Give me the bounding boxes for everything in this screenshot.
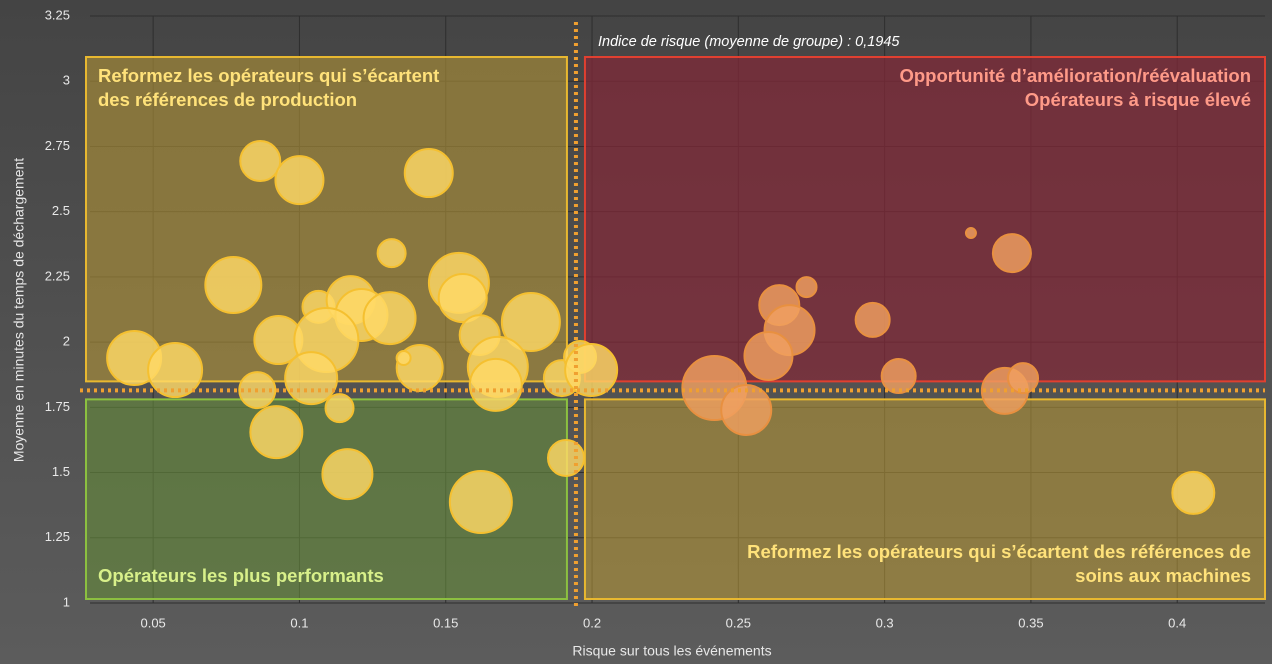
- y-tick-label: 3.25: [45, 7, 70, 22]
- x-tick-label: 0.35: [1018, 615, 1043, 630]
- quadrant-label: Opérateurs à risque élevé: [1025, 89, 1251, 110]
- bubble: [880, 358, 917, 395]
- bubble: [468, 357, 523, 412]
- bubble: [284, 351, 339, 406]
- bubble: [395, 350, 412, 367]
- quadrant-box: [583, 56, 1266, 383]
- x-tick-label: 0.1: [290, 615, 308, 630]
- bubble: [564, 343, 619, 398]
- x-tick-label: 0.2: [583, 615, 601, 630]
- bubble: [274, 155, 325, 206]
- bubble: [376, 238, 407, 269]
- bubble: [239, 140, 282, 183]
- bubble: [437, 273, 488, 324]
- bubble: [1007, 362, 1040, 395]
- annotation: Indice de risque (moyenne de groupe) : 0…: [598, 34, 900, 50]
- bubble: [249, 405, 304, 460]
- x-tick-label: 0.4: [1168, 615, 1186, 630]
- bubble: [403, 148, 454, 199]
- bubble: [324, 393, 355, 424]
- y-tick-label: 2.5: [52, 203, 70, 218]
- bubbles: [106, 140, 1216, 535]
- bubble: [720, 383, 773, 436]
- bubble: [448, 470, 513, 535]
- y-tick-label: 2.75: [45, 138, 70, 153]
- quadrant-label: Reformez les opérateurs qui s’écartent: [98, 65, 439, 86]
- x-tick-label: 0.3: [876, 615, 894, 630]
- quadrant-label: des références de production: [98, 89, 357, 110]
- quadrant-label: Opérateurs les plus performants: [98, 565, 384, 586]
- x-tick-label: 0.15: [433, 615, 458, 630]
- bubble: [795, 276, 818, 299]
- bubble: [546, 438, 585, 477]
- labels: Reformez les opérateurs qui s’écartent de…: [80, 22, 1265, 607]
- quadrants: [85, 56, 1266, 600]
- y-tick-label: 3: [63, 73, 70, 88]
- x-tick-label: 0.05: [140, 615, 165, 630]
- bubble: [964, 227, 977, 240]
- y-tick-label: 1: [63, 594, 70, 609]
- y-tick-label: 1.5: [52, 464, 70, 479]
- bubble: [991, 233, 1032, 274]
- bubble: [362, 291, 417, 346]
- quadrant-label: soins aux machines: [1075, 565, 1251, 586]
- bubble: [743, 330, 794, 381]
- quadrant-box: [583, 398, 1266, 600]
- bubble: [204, 255, 263, 314]
- bubble: [1171, 470, 1216, 515]
- y-axis-title: Moyenne en minutes du temps de déchargem…: [11, 158, 27, 462]
- y-tick-label: 2.25: [45, 268, 70, 283]
- quadrant-label: Reformez les opérateurs qui s’écartent d…: [747, 541, 1251, 562]
- bubble: [854, 301, 891, 338]
- bubble: [147, 342, 204, 399]
- quadrant-label: Opportunité d’amélioration/réévaluation: [899, 65, 1251, 86]
- x-axis-title: Risque sur tous les événements: [572, 643, 771, 659]
- y-tick-label: 1.75: [45, 399, 70, 414]
- y-tick-label: 2: [63, 334, 70, 349]
- x-tick-label: 0.25: [726, 615, 751, 630]
- y-tick-label: 1.25: [45, 529, 70, 544]
- bubble: [500, 292, 561, 353]
- bubble: [321, 448, 374, 501]
